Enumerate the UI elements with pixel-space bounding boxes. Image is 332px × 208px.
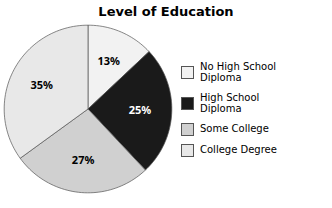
html-text:Level of Education: Level of Education (98, 4, 234, 19)
html-text:No High School Diploma: No High School Diploma (200, 60, 277, 83)
html-text:College Degree: College Degree (200, 144, 277, 156)
svg-text:13%: 13% (97, 53, 120, 68)
svg-text:25%: 25% (129, 102, 152, 117)
svg-text:27%: 27% (72, 152, 95, 167)
html-text:Some College: Some College (200, 123, 269, 135)
html-text:High School Diploma: High School Diploma (200, 91, 260, 114)
svg-text:35%: 35% (30, 77, 53, 92)
